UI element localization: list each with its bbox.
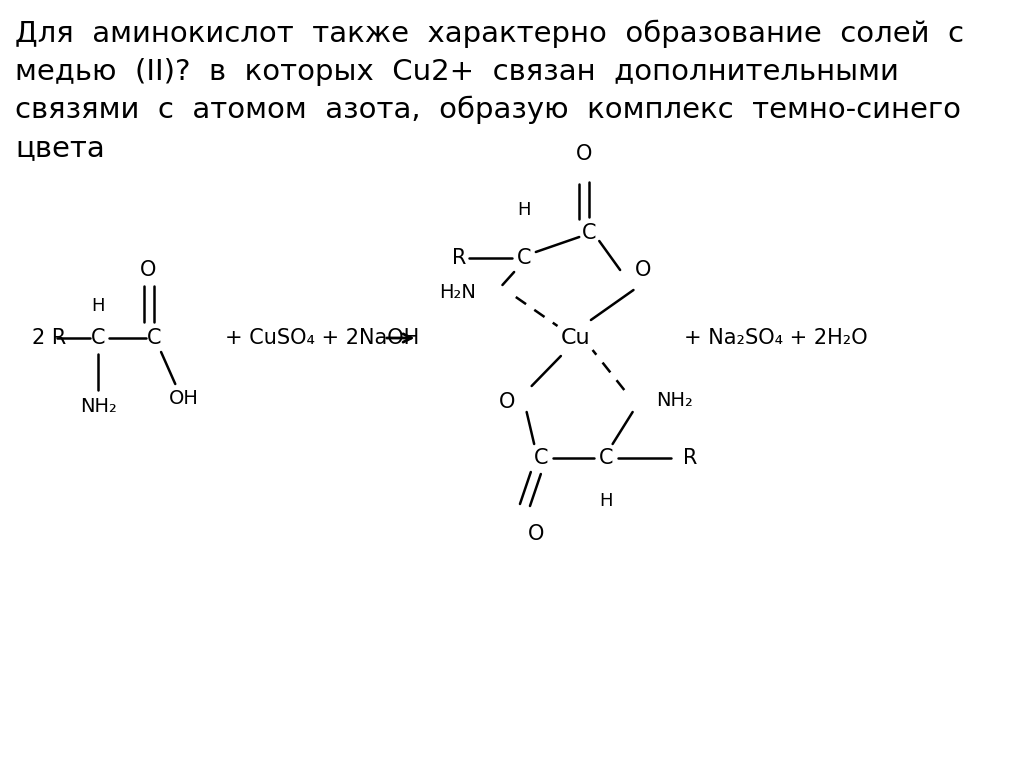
Text: + CuSO₄ + 2NaOH: + CuSO₄ + 2NaOH (225, 328, 420, 348)
Text: R: R (683, 448, 697, 468)
Text: O: O (527, 524, 544, 544)
Text: C: C (599, 448, 613, 468)
Text: OH: OH (169, 389, 199, 408)
Text: Cu: Cu (561, 328, 591, 348)
Text: H: H (599, 492, 612, 510)
Text: O: O (499, 392, 515, 412)
Text: O: O (140, 260, 157, 280)
Text: медью  (II)?  в  которых  Cu2+  связан  дополнительными: медью (II)? в которых Cu2+ связан дополн… (15, 58, 899, 86)
Text: + Na₂SO₄ + 2H₂O: + Na₂SO₄ + 2H₂O (684, 328, 868, 348)
Text: H: H (92, 297, 105, 315)
Text: цвета: цвета (15, 134, 104, 162)
Text: NH₂: NH₂ (656, 390, 693, 409)
Text: R: R (452, 248, 466, 268)
Text: C: C (582, 223, 597, 243)
Text: C: C (91, 328, 105, 348)
Text: 2 R: 2 R (32, 328, 66, 348)
Text: NH₂: NH₂ (80, 396, 117, 415)
Text: O: O (577, 144, 593, 164)
Text: H₂N: H₂N (439, 283, 476, 303)
Text: C: C (517, 248, 531, 268)
Text: O: O (635, 260, 651, 280)
Text: C: C (147, 328, 162, 348)
Text: C: C (534, 448, 548, 468)
Text: Для  аминокислот  также  характерно  образование  солей  с: Для аминокислот также характерно образов… (15, 20, 964, 48)
Text: связями  с  атомом  азота,  образую  комплекс  темно-синего: связями с атомом азота, образую комплекс… (15, 96, 961, 124)
Text: H: H (517, 201, 530, 219)
